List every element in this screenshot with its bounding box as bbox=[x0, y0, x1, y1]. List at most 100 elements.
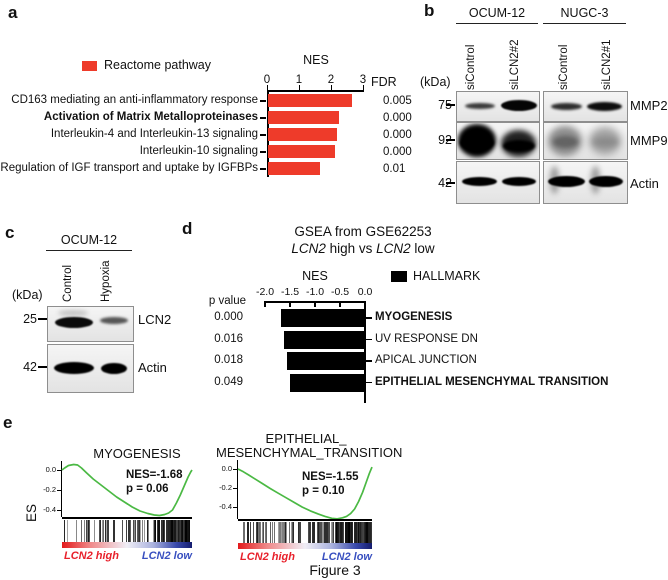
protein-band bbox=[551, 103, 582, 110]
hit-line bbox=[162, 520, 164, 542]
phenotype-gradient-bar bbox=[238, 543, 372, 549]
hit-line bbox=[103, 520, 104, 542]
es-tick-label: 0.0 bbox=[45, 465, 56, 474]
d-axis-tick-label: -1.5 bbox=[280, 286, 300, 298]
high-phenotype-label: LCN2 high bbox=[64, 550, 119, 562]
hit-line bbox=[93, 520, 95, 542]
panel-d-title-line2: LCN2 high vs LCN2 low bbox=[263, 241, 463, 256]
hit-line bbox=[357, 522, 359, 543]
panel-a-axis-title: NES bbox=[303, 53, 329, 67]
panel-c-kda-label: (kDa) bbox=[12, 288, 43, 302]
hit-line bbox=[368, 522, 370, 543]
lane-label: Hypoxia bbox=[100, 260, 112, 302]
hit-line bbox=[164, 520, 166, 542]
panel-a-label: a bbox=[8, 3, 18, 22]
hit-line bbox=[158, 520, 161, 542]
protein-band bbox=[58, 310, 88, 316]
hit-line bbox=[347, 522, 349, 543]
kda-marker-label: 25 bbox=[23, 312, 37, 326]
hit-line bbox=[186, 520, 189, 542]
kda-marker-tick bbox=[38, 366, 47, 368]
d-axis-tick-label: -2.0 bbox=[255, 286, 275, 298]
es-tick bbox=[57, 490, 62, 491]
hit-line bbox=[359, 522, 362, 543]
fdr-value: 0.000 bbox=[383, 111, 412, 124]
protein-band bbox=[54, 362, 94, 374]
kda-marker-tick bbox=[446, 139, 455, 141]
hit-line bbox=[289, 522, 291, 543]
hit-line bbox=[281, 522, 284, 543]
nes-annotation: NES=-1.68 bbox=[126, 469, 183, 481]
hit-line bbox=[332, 522, 334, 543]
pathway-label: Activation of Matrix Metalloproteinases bbox=[43, 111, 258, 123]
kda-marker-label: 42 bbox=[23, 360, 37, 374]
hit-line bbox=[262, 522, 264, 543]
hit-line bbox=[358, 522, 360, 543]
kda-marker-label: 42 bbox=[438, 176, 452, 190]
hit-line bbox=[104, 520, 106, 542]
hallmark-legend-swatch bbox=[391, 271, 407, 282]
pathway-label: Interleukin-4 and Interleukin-13 signali… bbox=[50, 128, 258, 140]
a-axis-tick-label: 0 bbox=[263, 74, 271, 86]
hit-line bbox=[139, 520, 141, 542]
lane-label: Control bbox=[62, 264, 74, 302]
d-row-tick bbox=[365, 338, 372, 341]
hit-line bbox=[281, 522, 283, 543]
hit-line bbox=[365, 522, 368, 543]
hit-line bbox=[368, 522, 370, 543]
hit-line bbox=[326, 522, 329, 543]
hit-line bbox=[160, 520, 162, 542]
d-row-tick bbox=[365, 381, 372, 384]
hit-line bbox=[342, 522, 344, 543]
nes-bar bbox=[268, 94, 352, 107]
a-axis-tick-label: 1 bbox=[295, 74, 303, 86]
hit-line bbox=[319, 522, 322, 543]
gsea-plot-title: MYOGENESIS bbox=[93, 446, 181, 461]
hit-line bbox=[341, 522, 343, 543]
hit-line bbox=[80, 520, 82, 542]
protein-band bbox=[589, 176, 623, 187]
es-tick bbox=[233, 469, 238, 470]
panel-b-kda-label: (kDa) bbox=[420, 75, 451, 89]
hit-line bbox=[144, 520, 145, 542]
gsea-plot-title: EPITHELIAL_ bbox=[265, 431, 347, 446]
fdr-header: FDR bbox=[371, 75, 397, 89]
a-axis-ruler bbox=[267, 90, 364, 92]
protein-band bbox=[501, 100, 537, 111]
d-row-tick bbox=[365, 317, 372, 319]
d-axis-tick-label: -0.5 bbox=[330, 286, 350, 298]
hit-line bbox=[291, 522, 293, 543]
protein-label: Actin bbox=[630, 176, 659, 191]
hit-line bbox=[309, 522, 311, 543]
hit-line bbox=[258, 522, 260, 543]
pvalue-annotation: p = 0.10 bbox=[302, 485, 345, 497]
es-tick-label: -0.2 bbox=[219, 483, 232, 492]
hit-line bbox=[168, 520, 171, 542]
hit-line bbox=[154, 520, 156, 542]
lane-label: siControl bbox=[558, 44, 570, 90]
kda-marker-tick bbox=[446, 182, 455, 184]
hit-line bbox=[183, 520, 185, 542]
hit-line bbox=[250, 522, 252, 543]
protein-band bbox=[553, 136, 578, 148]
hit-line bbox=[277, 522, 280, 543]
hit-line bbox=[171, 520, 173, 542]
hit-line bbox=[132, 520, 134, 542]
hit-line bbox=[135, 520, 137, 542]
nes-bar bbox=[284, 330, 365, 349]
hit-line bbox=[330, 522, 332, 543]
hit-line bbox=[147, 520, 149, 542]
es-tick-label: -0.4 bbox=[43, 505, 56, 514]
lane-label: siLCN2#2 bbox=[509, 39, 521, 91]
panel-d-title-part: low bbox=[410, 241, 435, 256]
pvalue-value: 0.018 bbox=[214, 354, 243, 366]
gsea-plot-title: MESENCHYMAL_TRANSITION bbox=[216, 445, 403, 460]
d-axis-tick bbox=[314, 301, 316, 307]
hit-line bbox=[257, 522, 259, 543]
a-row-tick bbox=[260, 151, 266, 153]
hit-line bbox=[270, 522, 272, 543]
hit-line bbox=[173, 520, 176, 542]
hit-line bbox=[284, 522, 287, 543]
hit-line bbox=[291, 522, 293, 543]
nes-bar bbox=[268, 128, 337, 141]
